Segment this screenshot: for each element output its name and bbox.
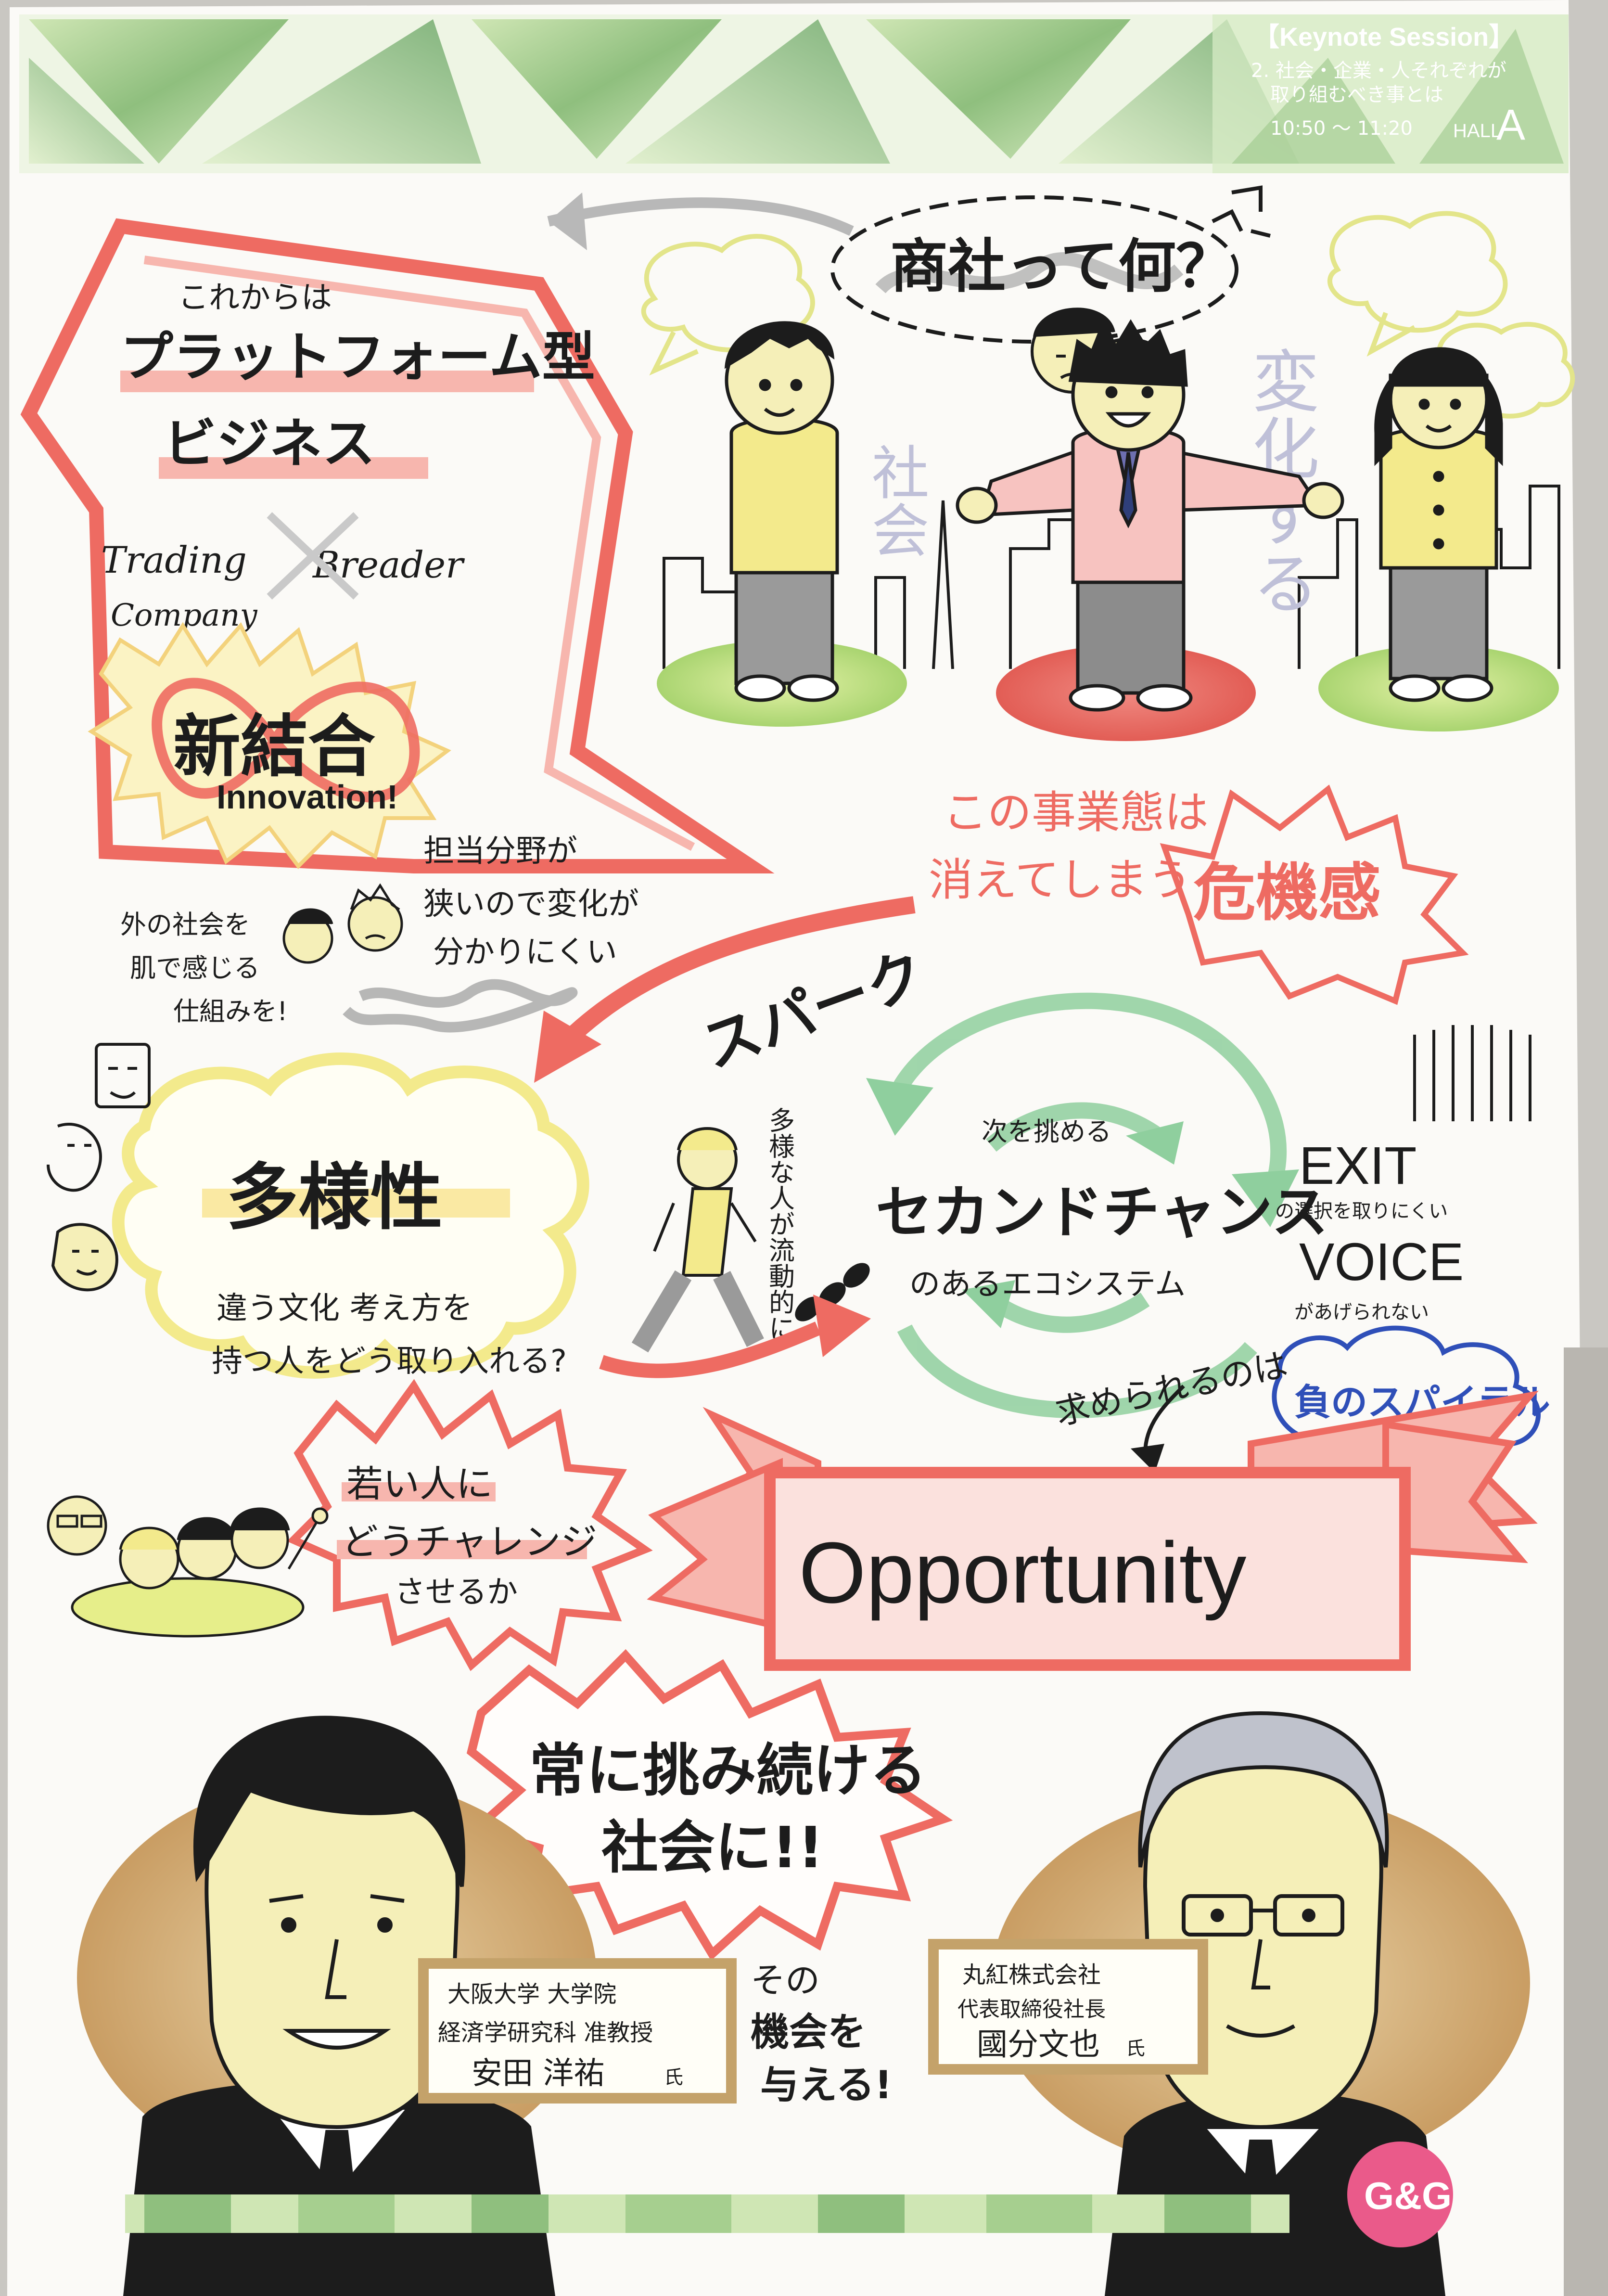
narrow-field-1: 担当分野が [423,834,577,869]
trading-text: Trading [101,539,247,581]
give-chance-1: その [751,1960,820,2001]
speaker-right-honorific: 氏 [1126,2038,1145,2060]
new-combination: 新結合 [173,708,375,786]
cycle-arrows [887,992,1287,1418]
top-arrow [547,197,854,236]
platform-intro: これからは [178,280,332,316]
speaker-left-line1: 大阪大学 大学院 [447,1981,616,2008]
infinity-loop [152,678,420,803]
platform-line2: ビジネス [164,413,375,475]
crisis-line2: 消えてしまう [929,854,1192,906]
cycle-arrowhead-2 [1232,1169,1299,1227]
cycle-arrowhead-1 [866,1078,933,1136]
platform-line1: プラットフォーム型 [120,326,595,388]
narrow-field-3: 分かりにくい [433,935,617,970]
second-chance-above: 次を挑める [982,1116,1111,1147]
logo-text: G&G [1364,2174,1452,2217]
youth-burst [287,1379,653,1671]
hall-label: HALL [1453,120,1501,141]
small-faces [282,883,403,964]
speaker-right-name: 國分文也 [977,2027,1100,2063]
session-label: 【Keynote Session】 [1253,23,1515,51]
logo-badge [1347,2142,1453,2247]
session-title-2: 取り組むべき事とは [1270,84,1443,106]
poster-board [7,0,1588,2296]
question-cloud [830,185,1271,344]
innovation-text: Innovation! [217,778,398,816]
give-chance-2: 機会を [751,2010,866,2054]
challenge-line2: 社会に!! [601,1814,824,1881]
platform-line1-underline [120,371,534,392]
session-time: 10:50 ～ 11:20 [1270,117,1413,140]
arrow-to-second-chance [599,1321,821,1378]
narrow-field-2: 狭いので変化が [423,886,639,922]
speaker-right-line1: 丸紅株式会社 [962,1962,1101,1988]
cycle-arrowhead-4 [962,1280,1015,1328]
question-text: 商社って何？ [890,233,1234,300]
crisis-burst [1160,784,1469,1005]
voice-text: VOICE [1299,1232,1464,1292]
diversity-line2: 持つ人をどう取り入れる? [212,1344,567,1379]
second-chance-below: のあるエコシステム [909,1267,1186,1302]
session-title-1: 2. 社会・企業・人それぞれが [1251,60,1506,82]
person-right [1374,347,1503,702]
walking-person [631,1127,764,1353]
opportunity-banner [647,1390,1539,1671]
speaker-left-name: 安田 洋祐 [472,2056,604,2091]
speaker-right-line2: 代表取締役社長 [957,1997,1106,2022]
opportunity-text: Opportunity [799,1525,1247,1621]
outside-society-2: 肌で感じる [130,953,260,983]
cross-mark [267,512,359,600]
society-vertical: 社会 [862,443,929,558]
crisis-line1: この事業態は [943,787,1209,838]
mobility-text: 多様な人が流動的に! [765,1107,795,1351]
youth-highlight-1 [342,1482,496,1501]
speaker-left-line2: 経済学研究科 准教授 [438,2019,653,2046]
exit-note: の選択を取りにくい [1275,1200,1448,1222]
cycle-arrowhead-3 [1126,1121,1184,1165]
gray-scribble [343,979,578,1033]
platform-line2-underline [159,457,428,479]
second-chance-title: セカンドチャンス [876,1179,1328,1245]
outside-society-3: 仕組みを! [173,996,288,1026]
diversity-line1: 違う文化 考え方を [217,1291,472,1326]
youth-highlight-2 [337,1540,587,1559]
required-arrow [1143,1385,1185,1454]
platform-frame [20,218,775,873]
speaker-left-card [418,1958,737,2104]
person-center [956,319,1344,712]
arrow-to-diversity [557,896,916,1051]
speaker-left-honorific: 氏 [664,2066,683,2089]
diversity-highlight [202,1189,510,1218]
crisis-emphasis: 危機感 [1193,856,1381,929]
diversity-doodles [47,1043,151,1292]
person-left [724,321,839,702]
challenge-line1: 常に挑み続ける [529,1737,927,1804]
platform-frame-inner [143,256,695,851]
header-band [19,14,1569,173]
young-people [47,1495,329,1638]
exit-text: EXIT [1299,1136,1417,1195]
youth-line3: させるか [395,1575,518,1610]
speech-bubbles [641,211,1575,419]
give-chance-3: 与える! [760,2063,892,2107]
youth-line2: どうチャレンジ [342,1520,597,1563]
voice-note: があげられない [1294,1301,1429,1323]
diversity-title: 多様性 [226,1156,443,1240]
hall-letter: A [1496,101,1525,149]
footer-band [125,2194,1289,2233]
youth-line1: 若い人に [346,1462,493,1505]
board-right-edge [1564,1347,1608,2296]
hatch-lines [1413,1025,1531,1121]
speaker-right-card [928,1939,1208,2075]
outside-society-1: 外の社会を [120,910,250,940]
